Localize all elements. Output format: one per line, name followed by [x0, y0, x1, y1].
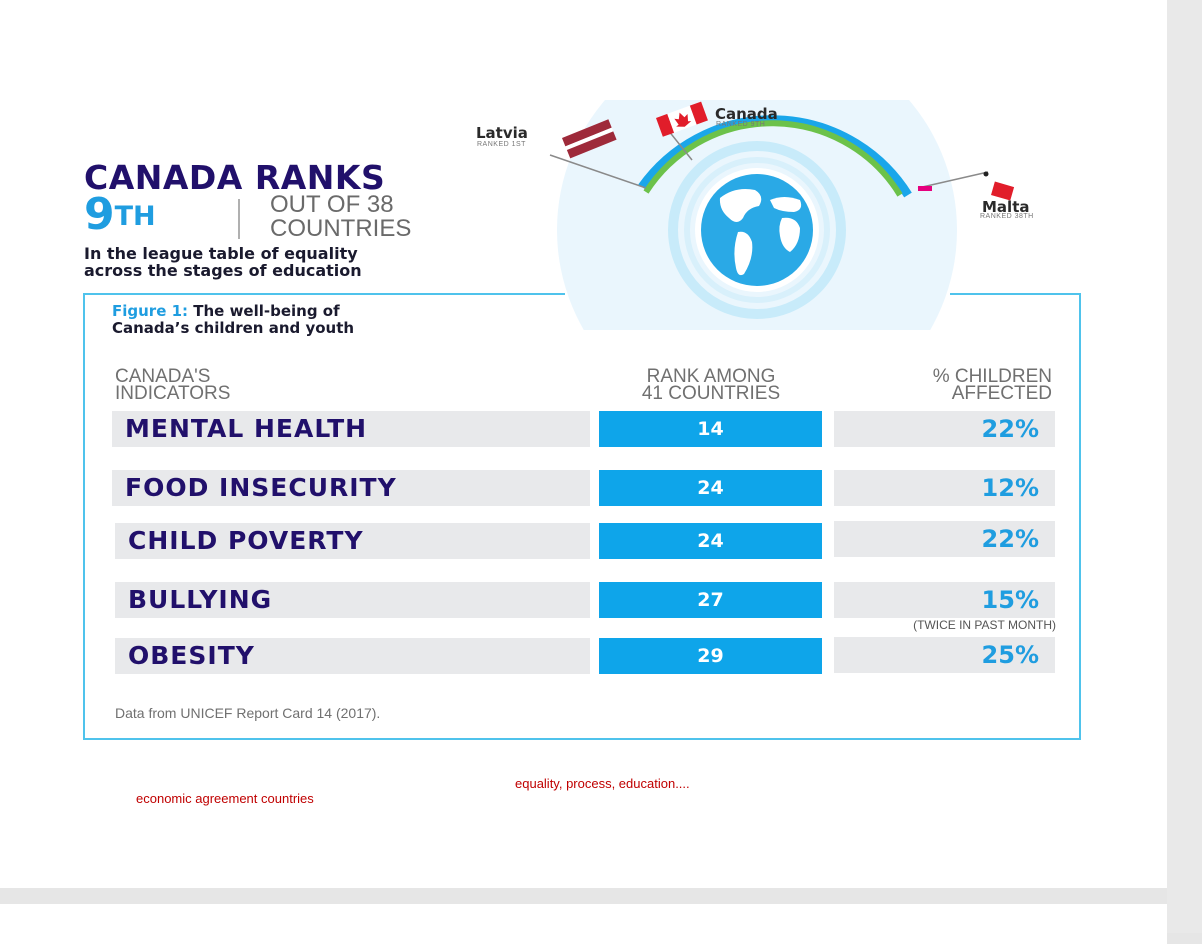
- figure-frame-right: [1079, 293, 1081, 740]
- canada-rank-label: RANKED 9TH: [716, 121, 766, 128]
- malta-flag: [977, 180, 1015, 201]
- column-header-rank-line-2: 41 COUNTRIES: [641, 383, 781, 404]
- subline-2: across the stages of education: [84, 261, 362, 280]
- annotation-right: equality, process, education....: [515, 776, 690, 791]
- figure-number: Figure 1:: [112, 302, 189, 320]
- malta-pole: [917, 171, 989, 189]
- latvia-label: Latvia: [476, 124, 528, 142]
- malta-label: Malta: [982, 198, 1030, 216]
- ranking-arc-blue: [638, 115, 912, 198]
- out-of-line-2: COUNTRIES: [270, 215, 412, 242]
- table-row-percent: 25%: [834, 637, 1055, 673]
- table-row-indicator: CHILD POVERTY: [115, 523, 590, 559]
- column-header-indicators: CANADA'S INDICATORS: [115, 366, 365, 404]
- malta-pin: [983, 171, 989, 177]
- table-row-rank: 14: [599, 411, 822, 447]
- table-row-percent: 22%: [834, 411, 1055, 447]
- latvia-rank-label: RANKED 1ST: [477, 141, 526, 148]
- out-of-countries: OUT OF 38 COUNTRIES: [270, 193, 510, 241]
- continent-africa: [779, 217, 800, 252]
- figure-frame-top-right: [950, 293, 1081, 295]
- table-row-rank: 29: [599, 638, 822, 674]
- table-row-rank: 27: [599, 582, 822, 618]
- annotation-left: economic agreement countries: [136, 791, 314, 806]
- rank-suffix: TH: [114, 201, 156, 232]
- table-row-indicator: FOOD INSECURITY: [112, 470, 590, 506]
- continent-south-america: [734, 231, 753, 276]
- column-header-rank-line-1: RANK AMONG: [646, 366, 776, 387]
- table-row-percent: 12%: [834, 470, 1055, 506]
- figure-frame-left: [83, 293, 85, 740]
- rank-digit: 9: [84, 189, 115, 240]
- column-header-percent-line-1: % CHILDREN: [932, 366, 1052, 387]
- subline-1: In the league table of equality: [84, 244, 358, 263]
- column-header-indicators-line-1: CANADA'S: [115, 366, 211, 387]
- ranking-arc-green: [643, 120, 903, 197]
- source-note: Data from UNICEF Report Card 14 (2017).: [115, 705, 381, 721]
- next-document-page: [0, 904, 1167, 944]
- malta-rank-label: RANKED 38TH: [980, 213, 1034, 220]
- canada-label: Canada: [715, 105, 778, 123]
- scrollbar-track[interactable]: [1167, 0, 1202, 933]
- table-row-indicator: BULLYING: [115, 582, 590, 618]
- table-row-rank: 24: [599, 523, 822, 559]
- canada-flag-icon: [656, 101, 708, 137]
- continent-europe: [770, 197, 802, 212]
- headline-title: CANADA RANKS: [84, 158, 386, 197]
- figure-frame-bottom: [83, 738, 1081, 740]
- bullying-note: (TWICE IN PAST MONTH): [913, 618, 1056, 632]
- rank-divider: [238, 199, 240, 239]
- figure-title-line-1: The well-being of: [188, 302, 340, 320]
- rank-number: 9TH: [84, 190, 156, 240]
- table-row-indicator: MENTAL HEALTH: [112, 411, 590, 447]
- globe-ring-3: [684, 157, 830, 303]
- latvia-flag-icon: [562, 119, 617, 159]
- figure-frame-top-left: [83, 293, 565, 295]
- table-row-percent: 15%: [834, 582, 1055, 618]
- figure-title-line-2: Canada’s children and youth: [112, 319, 355, 337]
- table-row-rank: 24: [599, 470, 822, 506]
- out-of-line-1: OUT OF 38: [270, 191, 394, 218]
- globe-illustration: [549, 100, 989, 330]
- column-header-indicators-line-2: INDICATORS: [115, 383, 231, 404]
- malta-marker: [918, 186, 932, 191]
- figure-title: Figure 1: The well-being of Canada’s chi…: [112, 303, 532, 337]
- table-row-indicator: OBESITY: [115, 638, 590, 674]
- column-header-percent-line-2: AFFECTED: [951, 383, 1052, 404]
- latvia-pole: [549, 154, 647, 189]
- globe-ring-4: [668, 141, 846, 319]
- continent-north-america: [719, 189, 762, 222]
- column-header-percent: % CHILDREN AFFECTED: [830, 366, 1052, 404]
- table-row-percent: 22%: [834, 521, 1055, 557]
- headline-subline: In the league table of equality across t…: [84, 245, 524, 279]
- column-header-rank: RANK AMONG 41 COUNTRIES: [600, 366, 822, 404]
